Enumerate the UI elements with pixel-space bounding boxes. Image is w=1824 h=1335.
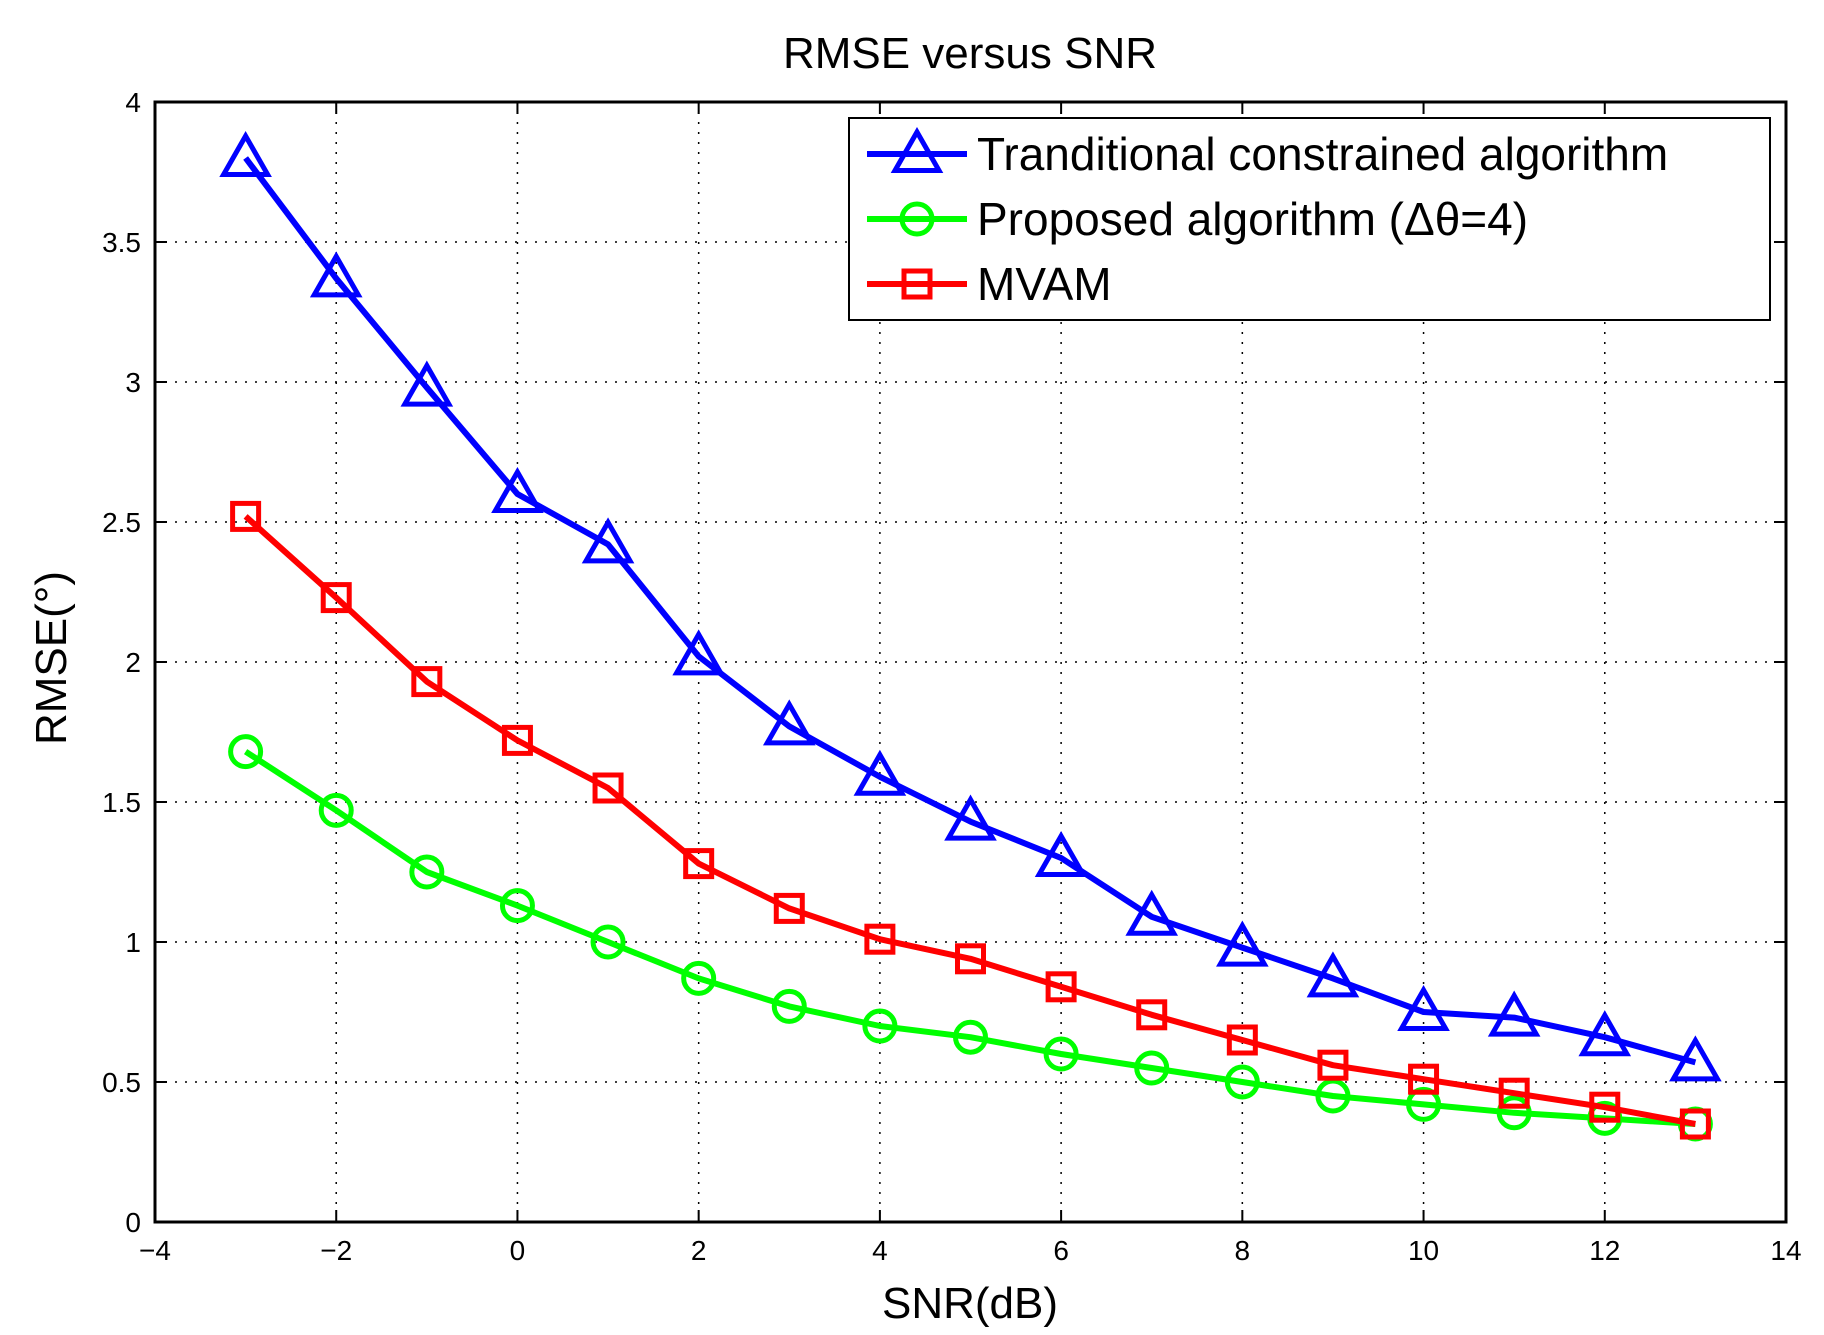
data-point-circle [590,924,626,960]
data-point-circle [681,960,717,996]
legend-label: Proposed algorithm (Δθ=4) [977,193,1528,245]
data-point-square [1679,1108,1711,1140]
data-point-square [1317,1049,1349,1081]
data-point-triangle [1216,920,1269,967]
data-point-square [773,892,805,924]
legend-item: MVAM [867,258,1112,310]
data-point-square [864,923,896,955]
y-tick-label: 0.5 [102,1067,141,1098]
data-point-square [320,582,352,614]
data-point-square [411,666,443,698]
data-point-circle [953,1019,988,1055]
series-circle [228,734,1713,1142]
data-point-triangle [1397,984,1450,1031]
data-point-square [1045,971,1077,1003]
series-line [243,514,1696,1127]
data-point-square [683,848,715,880]
legend-item: Proposed algorithm (Δθ=4) [867,193,1528,245]
data-point-triangle [1487,990,1541,1037]
legend-marker-triangle [890,126,944,173]
data-point-square [230,500,262,532]
data-point-circle [1043,1036,1079,1072]
data-point-triangle [219,130,272,177]
x-tick-label: 2 [691,1235,707,1266]
data-point-circle [1134,1050,1170,1086]
legend-marker-circle [899,201,935,237]
data-point-circle [1315,1078,1351,1114]
series-square [230,500,1711,1140]
data-point-triangle [400,360,454,407]
data-point-triangle [1669,1035,1722,1082]
data-point-circle [318,792,354,828]
data-point-square [1589,1091,1621,1123]
data-point-square [1136,999,1168,1031]
data-point-square [501,724,533,756]
data-point-triangle [853,749,907,796]
y-tick-label: 2.5 [102,507,141,538]
data-point-circle [409,854,445,890]
data-point-circle [1496,1095,1532,1131]
x-tick-label: 10 [1408,1235,1439,1266]
data-point-triangle [491,466,544,513]
data-point-triangle [309,251,363,298]
y-tick-label: 1 [125,927,141,958]
y-tick-label: 3 [125,367,141,398]
data-point-circle [771,988,807,1024]
x-tick-label: 6 [1053,1235,1069,1266]
x-tick-label: 0 [510,1235,526,1266]
data-point-circle [1224,1064,1260,1100]
data-point-triangle [581,517,635,564]
data-point-circle [1406,1086,1442,1122]
data-point-triangle [1578,1010,1632,1057]
data-point-triangle [944,794,997,841]
y-tick-label: 2 [125,647,141,678]
legend-label: MVAM [977,258,1112,310]
data-point-triangle [1034,830,1088,877]
data-point-square [955,943,986,975]
data-point-circle [228,734,264,770]
data-point-circle [499,888,535,924]
series-line [243,749,1696,1127]
data-point-square [1498,1077,1530,1109]
data-point-triangle [762,699,816,746]
chart-title: RMSE versus SNR [783,29,1157,78]
legend-marker-square [901,268,933,300]
x-tick-label: 14 [1770,1235,1801,1266]
data-point-triangle [672,629,725,676]
x-tick-label: −4 [139,1235,171,1266]
x-tick-label: 4 [872,1235,888,1266]
data-point-circle [862,1008,898,1044]
y-tick-label: 1.5 [102,787,141,818]
y-axis-label: RMSE(°) [27,571,76,745]
data-point-triangle [1306,951,1360,998]
x-tick-label: 12 [1589,1235,1620,1266]
data-point-square [1226,1024,1258,1056]
legend-box [848,117,1771,321]
y-tick-label: 0 [125,1207,141,1238]
series-triangle [219,130,1722,1082]
series-line [243,156,1697,1066]
axis-ticks: −4 −2 0 2 4 6 8 10 12 14 0 0.5 1 1.5 2 2.5 3 3.5 4 [102,87,1802,1266]
legend-item: Tranditional constrained algorithm [867,126,1668,180]
y-tick-label: 4 [125,87,141,118]
x-axis-label: SNR(dB) [882,1279,1058,1328]
legend: Tranditional constrained algorithm Propos… [848,117,1771,321]
data-point-square [592,772,624,804]
x-tick-label: −2 [320,1235,352,1266]
x-tick-label: 8 [1235,1235,1251,1266]
grid-lines [155,102,1786,1222]
y-tick-label: 3.5 [102,227,141,258]
data-point-triangle [1125,889,1179,936]
data-point-square [1408,1063,1440,1095]
legend-label: Tranditional constrained algorithm [977,128,1668,180]
data-series [219,130,1722,1142]
